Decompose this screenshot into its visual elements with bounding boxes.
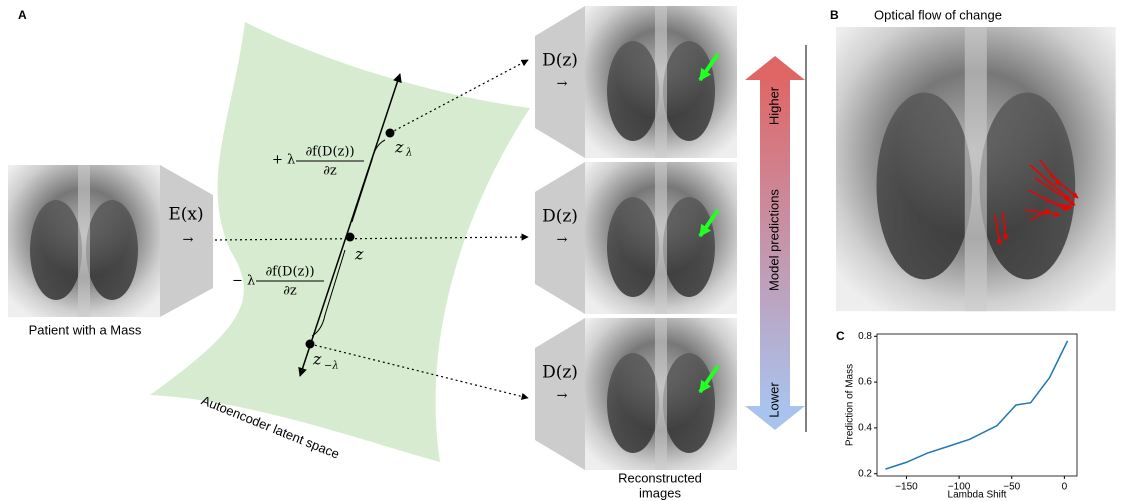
point — [305, 339, 315, 349]
z-label: z — [354, 245, 364, 264]
decoder-shape — [535, 162, 585, 314]
arrow-glyph: → — [183, 233, 194, 248]
scale-label: Lower — [766, 382, 781, 418]
z-label: z — [394, 138, 404, 157]
scale-bar — [760, 78, 790, 408]
panel-label: B — [830, 8, 839, 22]
input-image — [8, 165, 160, 317]
data-line — [885, 340, 1069, 470]
brace — [311, 249, 346, 337]
point — [345, 232, 355, 242]
decoder-label: D(z) — [542, 207, 578, 227]
brace — [351, 139, 386, 223]
flow-image — [836, 27, 1116, 312]
flow-arrow — [1029, 209, 1051, 221]
panel-label: C — [836, 329, 845, 343]
x-tick-label: −100 — [948, 482, 971, 493]
z-label: z — [312, 350, 322, 369]
flow-arrow — [1002, 211, 1009, 241]
y-axis-label: Prediction of Mass — [845, 364, 856, 446]
decoder-shape — [535, 6, 585, 158]
z-subscript: −λ — [324, 361, 339, 372]
scale-label: Higher — [766, 86, 781, 125]
indicator-arrow — [698, 364, 720, 394]
y-tick-label: 0.2 — [858, 468, 872, 479]
scale-arrowhead — [745, 406, 805, 430]
flow-arrow — [1024, 209, 1061, 218]
decoder-label: D(z) — [542, 51, 578, 71]
dotted-arrow — [214, 233, 529, 241]
y-tick-label: 0.8 — [858, 331, 872, 342]
flow-arrow — [1029, 164, 1071, 201]
flow-arrow — [1049, 174, 1079, 199]
caption: images — [639, 485, 681, 500]
arrow-glyph: → — [557, 77, 568, 92]
plot-frame — [876, 333, 1078, 477]
dotted-arrow — [389, 59, 529, 134]
term-denominator: ∂z — [323, 164, 337, 179]
arrow-glyph: → — [557, 233, 568, 248]
y-tick-label: 0.4 — [858, 423, 872, 434]
encoder-label: E(x) — [168, 205, 203, 225]
decoder-label: D(z) — [542, 363, 578, 383]
flow-title: Optical flow of change — [874, 7, 1002, 22]
flow-arrow — [1034, 177, 1076, 206]
panel-label: A — [18, 8, 27, 22]
indicator-arrow — [698, 52, 720, 82]
x-axis-label: Lambda Shift — [948, 490, 1007, 501]
z-subscript: λ — [405, 148, 412, 159]
x-tick-label: −150 — [895, 482, 918, 493]
flow-arrow — [1044, 199, 1073, 210]
scale-arrowhead — [745, 56, 805, 80]
decoder-shape — [535, 318, 585, 470]
point — [385, 128, 395, 138]
arrow-glyph: → — [557, 389, 568, 404]
flow-arrow — [1027, 189, 1069, 211]
indicator-arrow — [698, 208, 720, 238]
x-tick-label: 0 — [1062, 482, 1068, 493]
x-tick-label: −50 — [1003, 482, 1020, 493]
reconstructed-image — [585, 318, 737, 470]
encoder-shape — [160, 165, 213, 317]
latent-direction — [298, 73, 402, 377]
term-numerator: ∂f(D(z)) — [265, 265, 314, 280]
reconstructed-image — [585, 162, 737, 314]
term-numerator: ∂f(D(z)) — [305, 145, 354, 160]
scale-label: Model predictions — [766, 189, 781, 291]
y-tick-label: 0.6 — [858, 377, 872, 388]
flow-arrow — [994, 214, 1003, 246]
input-caption: Patient with a Mass — [29, 322, 142, 337]
reconstructed-image — [585, 6, 737, 158]
term-sign: + λ — [272, 153, 295, 168]
caption: Reconstructed — [618, 470, 702, 485]
term-sign: − λ — [232, 274, 255, 289]
term-denominator: ∂z — [283, 284, 297, 299]
